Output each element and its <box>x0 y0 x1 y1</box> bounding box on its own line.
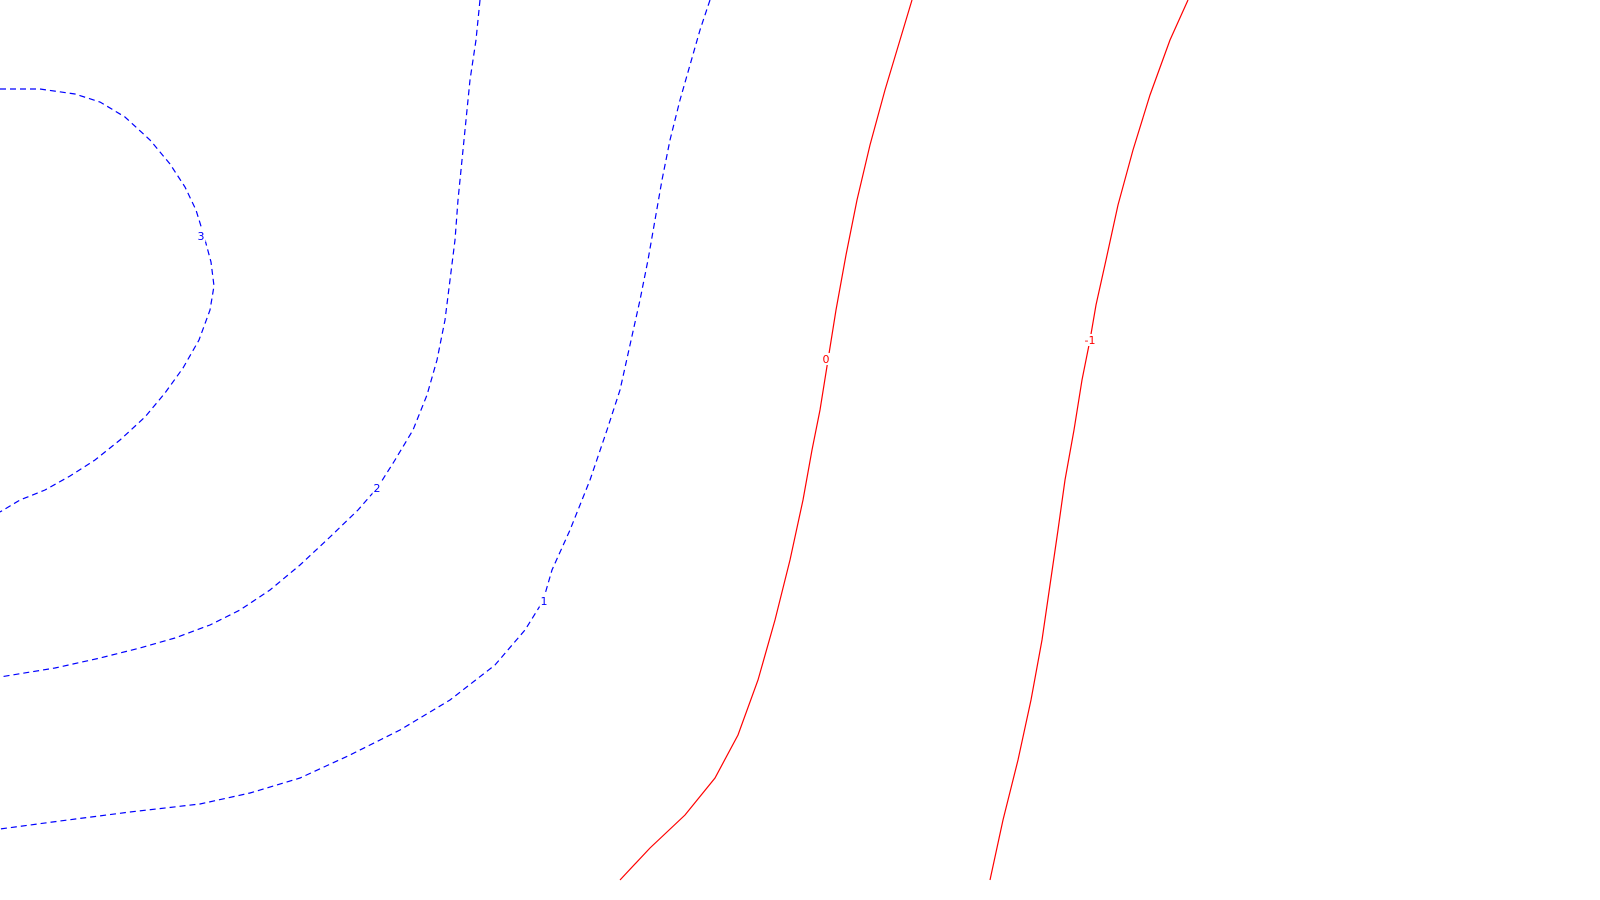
contour-line-2 <box>0 0 481 678</box>
contour-label-1: 1 <box>541 595 548 608</box>
contour-label-3: 3 <box>198 230 205 243</box>
contour-label-0: 0 <box>823 353 830 366</box>
contour-line-3 <box>0 88 215 513</box>
contour-label-bg <box>372 482 382 494</box>
contour-label-2: 2 <box>374 482 381 495</box>
contour-line-neg1 <box>989 0 1189 881</box>
contour-label-bg <box>196 230 206 242</box>
contour-label-bg <box>1082 334 1098 346</box>
contour-line-1 <box>0 0 711 830</box>
contour-line-0 <box>619 0 913 881</box>
contour-label-bg <box>539 595 549 607</box>
contour-label-neg1: -1 <box>1085 334 1096 347</box>
contour-label-bg <box>821 353 831 365</box>
